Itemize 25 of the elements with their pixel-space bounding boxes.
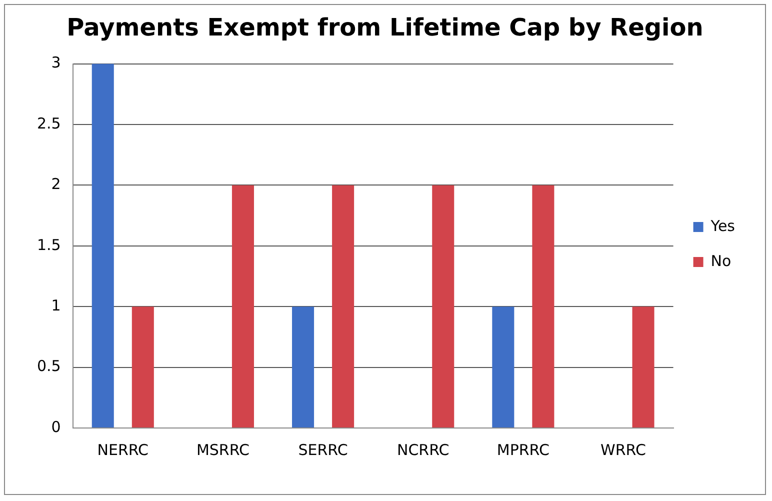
x-tick-label: NCRRC bbox=[396, 440, 450, 459]
bar bbox=[332, 185, 354, 428]
x-tick-label: MPRRC bbox=[496, 440, 550, 459]
bar bbox=[232, 185, 254, 428]
bar bbox=[632, 306, 654, 428]
legend-label: No bbox=[710, 252, 732, 270]
bar bbox=[132, 306, 154, 428]
x-tick-label: NERRC bbox=[97, 440, 149, 459]
y-tick-label: 3 bbox=[51, 54, 61, 72]
bar bbox=[492, 306, 514, 428]
bar bbox=[292, 306, 314, 428]
x-tick-label: WRRC bbox=[600, 440, 646, 459]
chart-title: Payments Exempt from Lifetime Cap by Region bbox=[66, 14, 704, 42]
bar bbox=[432, 185, 454, 428]
x-tick-label: MSRRC bbox=[196, 440, 250, 459]
y-tick-label: 0.5 bbox=[36, 357, 61, 376]
y-tick-label: 1.5 bbox=[36, 236, 61, 254]
bar bbox=[92, 64, 114, 428]
legend-label: Yes bbox=[710, 216, 736, 235]
y-tick-label: 2 bbox=[51, 175, 61, 194]
x-tick-label: SERRC bbox=[298, 440, 348, 459]
bar bbox=[532, 185, 554, 428]
y-tick-label: 0 bbox=[51, 418, 61, 436]
y-tick-label: 1 bbox=[51, 296, 61, 314]
y-tick-label: 2.5 bbox=[36, 114, 61, 132]
